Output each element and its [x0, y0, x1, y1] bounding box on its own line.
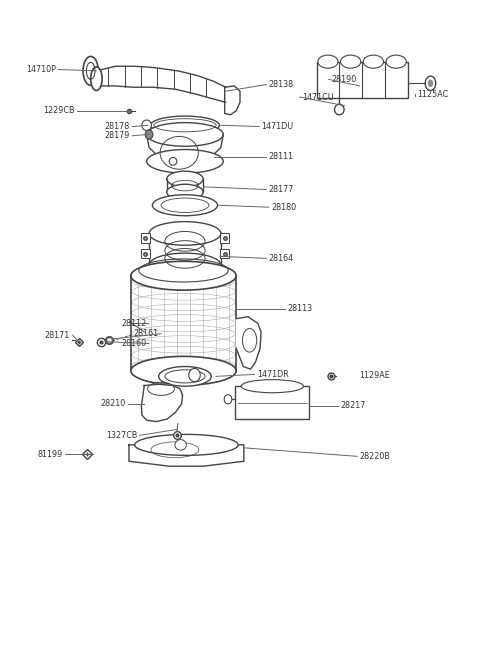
- Ellipse shape: [142, 120, 152, 131]
- Ellipse shape: [318, 55, 338, 68]
- Ellipse shape: [363, 55, 384, 68]
- Text: 1125AC: 1125AC: [417, 90, 448, 99]
- Text: 1327CB: 1327CB: [106, 431, 137, 440]
- Text: 81199: 81199: [37, 450, 63, 459]
- Polygon shape: [215, 86, 240, 112]
- Ellipse shape: [145, 130, 153, 139]
- Ellipse shape: [158, 367, 211, 386]
- Text: 28171: 28171: [45, 330, 70, 340]
- Ellipse shape: [167, 171, 203, 187]
- Text: 1229CB: 1229CB: [43, 106, 75, 116]
- Text: 1471DR: 1471DR: [257, 370, 288, 379]
- Polygon shape: [142, 384, 182, 422]
- Text: 28180: 28180: [271, 203, 296, 212]
- Ellipse shape: [224, 395, 232, 404]
- Text: 28177: 28177: [269, 185, 294, 194]
- Text: 14710P: 14710P: [26, 65, 56, 74]
- Ellipse shape: [149, 253, 221, 277]
- Ellipse shape: [131, 261, 236, 290]
- Text: 28111: 28111: [269, 152, 294, 161]
- Text: 1129AE: 1129AE: [360, 371, 390, 380]
- Text: 1471DU: 1471DU: [262, 122, 294, 131]
- Polygon shape: [236, 317, 261, 369]
- Text: 1471CU: 1471CU: [302, 93, 334, 102]
- Ellipse shape: [91, 67, 102, 91]
- Bar: [235, 386, 310, 419]
- Ellipse shape: [149, 221, 221, 245]
- Ellipse shape: [83, 57, 98, 85]
- Text: 28190: 28190: [331, 75, 356, 84]
- Text: 28113: 28113: [288, 304, 313, 313]
- Polygon shape: [129, 443, 244, 466]
- Ellipse shape: [341, 55, 361, 68]
- Ellipse shape: [175, 440, 186, 450]
- Text: 28179: 28179: [105, 131, 130, 140]
- Bar: [220, 249, 229, 258]
- Text: 28138: 28138: [269, 80, 294, 89]
- Polygon shape: [225, 86, 240, 115]
- Text: 28161: 28161: [133, 329, 158, 338]
- Text: 28178: 28178: [105, 122, 130, 131]
- Ellipse shape: [135, 434, 238, 455]
- Ellipse shape: [153, 194, 217, 215]
- Ellipse shape: [335, 104, 344, 115]
- Text: 28164: 28164: [269, 254, 294, 263]
- Ellipse shape: [428, 80, 433, 87]
- Polygon shape: [129, 445, 244, 466]
- Text: 28160: 28160: [121, 339, 147, 348]
- Text: 28210: 28210: [100, 399, 125, 409]
- Ellipse shape: [425, 76, 436, 91]
- Ellipse shape: [147, 150, 223, 173]
- Ellipse shape: [151, 116, 219, 135]
- Ellipse shape: [167, 184, 203, 200]
- Bar: [317, 62, 408, 98]
- Polygon shape: [96, 66, 226, 102]
- Ellipse shape: [241, 380, 303, 393]
- Bar: [220, 233, 229, 242]
- Text: 28220B: 28220B: [360, 452, 391, 461]
- Polygon shape: [147, 135, 223, 162]
- Ellipse shape: [189, 369, 200, 382]
- Ellipse shape: [147, 123, 223, 147]
- Ellipse shape: [386, 55, 406, 68]
- Text: 28217: 28217: [340, 401, 366, 411]
- Text: 28112: 28112: [121, 319, 147, 328]
- Ellipse shape: [131, 356, 236, 385]
- Bar: [141, 249, 150, 258]
- Ellipse shape: [169, 158, 177, 166]
- Bar: [141, 233, 150, 242]
